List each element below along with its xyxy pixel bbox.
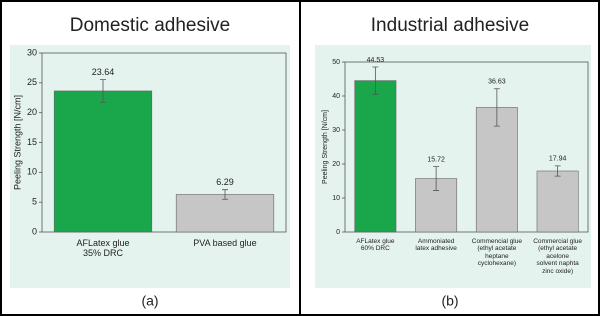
y-tick-label: 50 bbox=[332, 59, 340, 66]
y-tick-label: 30 bbox=[332, 127, 340, 134]
panel-title: Industrial adhesive bbox=[371, 15, 529, 36]
value-label: 36.63 bbox=[488, 79, 506, 86]
x-tick-label: Ammoniated latex adhesive bbox=[415, 238, 457, 253]
panel-caption: (a) bbox=[141, 293, 158, 309]
bar bbox=[536, 170, 579, 233]
x-tick-label: AFLatex glue 35% DRC bbox=[76, 238, 130, 259]
x-tick-label: Commercial glue (ethyl acetate acelone s… bbox=[533, 238, 583, 275]
y-axis-label: Peeling Strength [N/cm] bbox=[12, 95, 22, 190]
panel-title: Domestic adhesive bbox=[70, 15, 231, 36]
y-axis-label: Peeling Strength [N/cm] bbox=[322, 110, 329, 184]
y-tick-label: 10 bbox=[27, 167, 37, 177]
value-label: 17.94 bbox=[549, 156, 567, 163]
error-bar bbox=[100, 79, 106, 103]
panel-caption: (b) bbox=[441, 293, 458, 309]
y-tick-label: 40 bbox=[332, 93, 340, 100]
bar bbox=[175, 194, 275, 233]
error-bar bbox=[372, 66, 379, 95]
error-bar bbox=[493, 88, 500, 127]
y-tick-label: 30 bbox=[27, 47, 37, 57]
bar bbox=[53, 90, 153, 233]
error-bar bbox=[222, 189, 228, 200]
x-tick-label: AFLatex glue 60% DRC bbox=[356, 238, 395, 253]
x-tick-label: PVA based glue bbox=[193, 238, 257, 248]
bar bbox=[475, 107, 518, 233]
y-tick-label: 25 bbox=[27, 77, 37, 87]
value-label: 6.29 bbox=[216, 177, 234, 187]
value-label: 44.53 bbox=[367, 57, 385, 64]
value-label: 23.64 bbox=[92, 67, 115, 77]
plot-area bbox=[344, 61, 589, 233]
y-tick-label: 0 bbox=[32, 226, 37, 236]
bar bbox=[354, 80, 397, 233]
value-label: 15.72 bbox=[427, 156, 445, 163]
y-tick-label: 20 bbox=[332, 161, 340, 168]
y-tick-label: 0 bbox=[336, 229, 340, 236]
y-tick-label: 5 bbox=[32, 197, 37, 207]
error-bar bbox=[433, 166, 440, 191]
y-tick-label: 20 bbox=[27, 107, 37, 117]
error-bar bbox=[554, 165, 561, 177]
y-tick-label: 15 bbox=[27, 137, 37, 147]
x-tick-label: Commencial glue (ethyl acetate heptane c… bbox=[471, 238, 522, 268]
y-tick-label: 10 bbox=[332, 195, 340, 202]
